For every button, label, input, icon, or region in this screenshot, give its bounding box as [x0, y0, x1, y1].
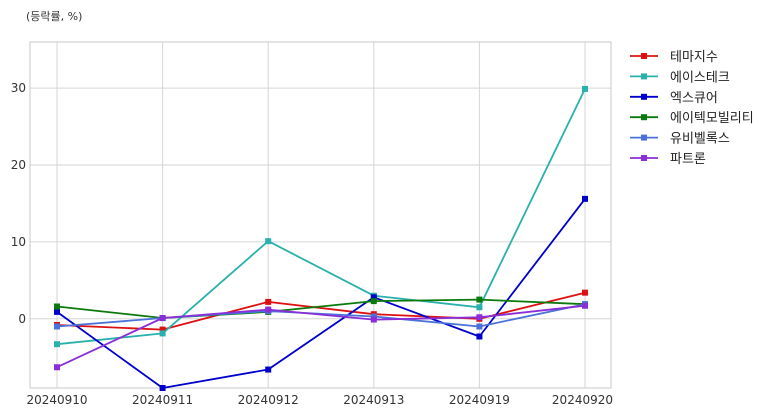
- data-point: [582, 195, 588, 202]
- data-point: [159, 326, 166, 333]
- data-point: [159, 330, 166, 337]
- legend-item: 테마지수: [630, 50, 718, 65]
- series-line: [56, 298, 586, 319]
- legend-marker: [641, 155, 647, 161]
- legend-label: 테마지수: [670, 50, 718, 65]
- data-point: [265, 366, 272, 373]
- data-point: [582, 289, 588, 296]
- x-tick-label: 20240910: [26, 393, 87, 407]
- legend-item: 유비벨록스: [630, 132, 730, 147]
- data-point: [159, 315, 166, 322]
- data-point: [265, 306, 272, 313]
- legend-marker: [641, 53, 647, 59]
- data-point: [476, 304, 483, 311]
- x-tick-label: 20240912: [238, 393, 299, 407]
- data-point: [265, 238, 272, 245]
- x-tick-labels: 20240910 20240911 20240912 20240913 20240919…: [26, 393, 613, 407]
- y-tick-label: 20: [11, 158, 26, 172]
- y-tick-label: 30: [11, 81, 26, 95]
- data-point: [265, 298, 272, 305]
- y-tick-labels: 0 10 20 30: [11, 81, 26, 326]
- legend-label: 파트론: [670, 152, 706, 167]
- data-point: [370, 294, 377, 301]
- legend-item: 엑스큐어: [630, 91, 718, 106]
- data-point: [54, 364, 60, 371]
- series: [54, 289, 588, 333]
- data-point: [476, 314, 483, 321]
- x-tick-label: 20240911: [132, 393, 193, 407]
- legend-label: 엑스큐어: [670, 91, 718, 106]
- plot-frame: [29, 41, 612, 389]
- legend-label: 유비벨록스: [670, 132, 730, 147]
- data-point: [54, 303, 60, 310]
- series: [54, 302, 588, 371]
- data-point: [370, 298, 377, 305]
- data-point: [54, 341, 60, 348]
- x-tick-label: 20240920: [552, 393, 613, 407]
- legend-item: 에이스테크: [630, 70, 730, 85]
- legend-label: 에이텍모빌리티: [670, 111, 754, 126]
- data-point: [370, 316, 377, 323]
- legend-marker: [641, 73, 647, 80]
- data-point: [582, 85, 588, 92]
- data-point: [54, 323, 60, 330]
- series-group: [54, 85, 588, 391]
- legend-marker: [641, 114, 647, 121]
- legend-label: 에이스테크: [670, 70, 730, 85]
- x-tick-label: 20240913: [343, 393, 404, 407]
- y-tick-label: 0: [18, 312, 26, 326]
- data-point: [159, 385, 166, 391]
- data-point: [476, 296, 483, 303]
- series-line: [56, 304, 586, 369]
- series: [54, 195, 588, 391]
- y-axis-label: (등락률, %): [26, 10, 82, 23]
- data-point: [476, 333, 483, 340]
- legend-marker: [641, 93, 647, 100]
- series-line: [56, 88, 586, 346]
- grid: [30, 42, 611, 388]
- data-point: [370, 313, 377, 320]
- legend-marker: [641, 134, 647, 141]
- data-point: [476, 323, 483, 330]
- data-point: [582, 302, 588, 309]
- y-tick-label: 10: [11, 235, 26, 249]
- series-line: [56, 291, 586, 331]
- legend-item: 에이텍모빌리티: [630, 111, 754, 126]
- x-tick-label: 20240919: [449, 393, 510, 407]
- data-point: [54, 308, 60, 315]
- series-line: [56, 198, 586, 389]
- legend-item: 파트론: [630, 152, 706, 167]
